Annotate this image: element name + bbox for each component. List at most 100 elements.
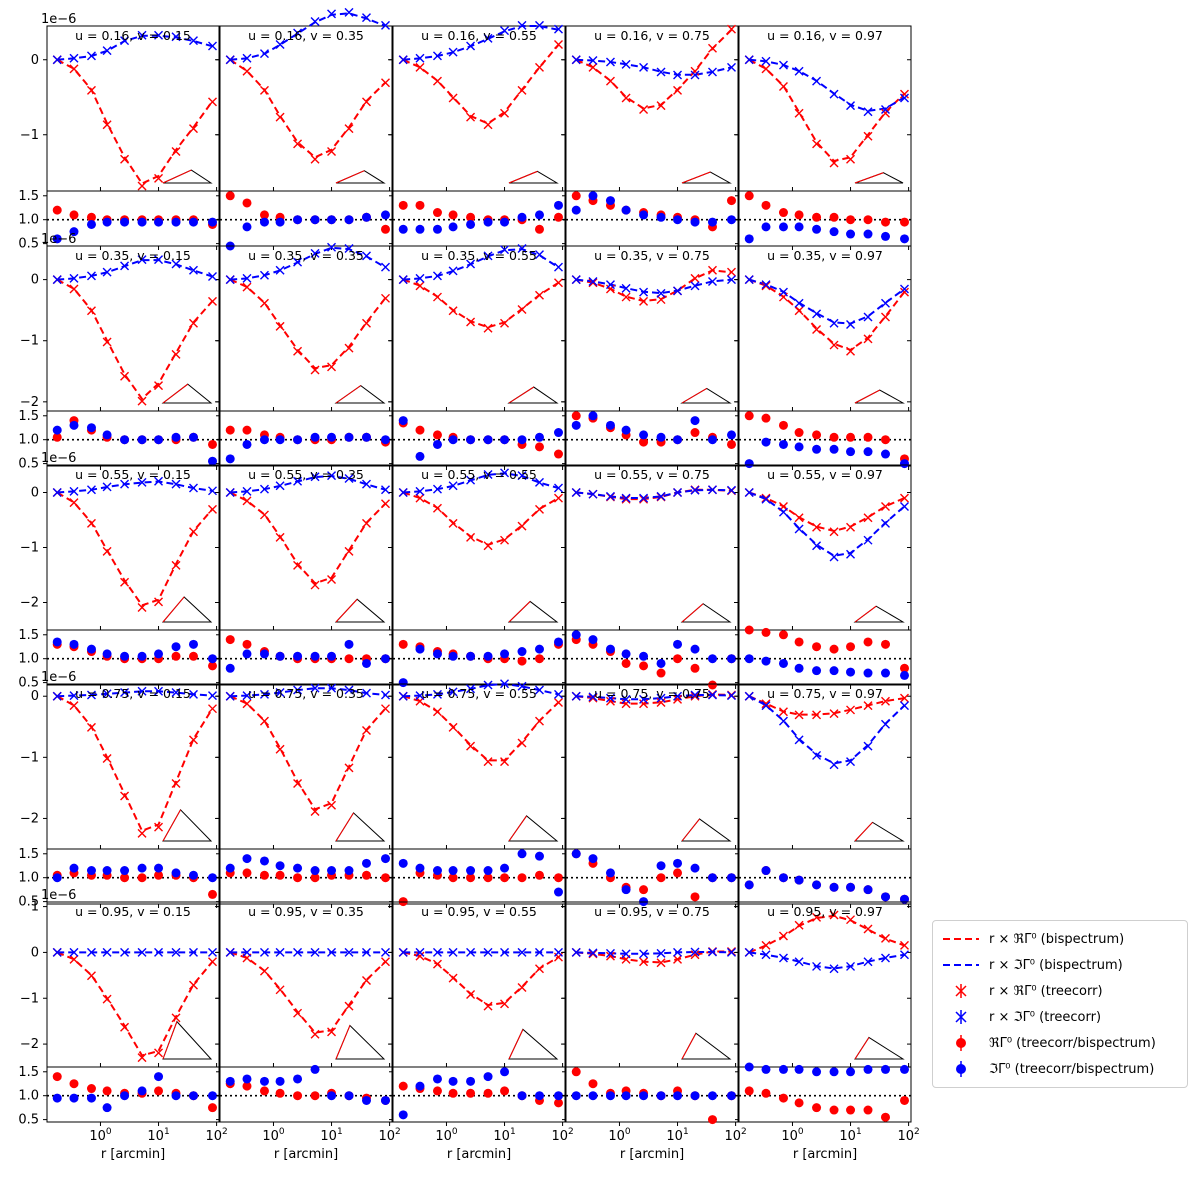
point-imag-treecorr	[588, 56, 598, 66]
point-real-treecorr	[588, 278, 598, 288]
point-real-ratio	[794, 637, 804, 647]
point-imag-ratio	[517, 647, 527, 657]
point-imag-ratio	[744, 459, 754, 469]
point-imag-ratio	[448, 651, 458, 661]
point-real-treecorr	[69, 498, 79, 508]
point-real-treecorr	[534, 504, 544, 514]
point-real-treecorr	[846, 522, 856, 532]
point-real-ratio	[812, 430, 822, 440]
panel-u0.16-v0.15: 0 −1 0.5 1.0 1.5 u = 0.16, v = 0.15	[18, 25, 220, 252]
series-real-bispectrum	[402, 491, 560, 546]
x-tick-label: 102	[724, 1127, 746, 1144]
point-imag-ratio	[483, 651, 493, 661]
legend-label: r × ℑΓ⁰ (treecorr)	[989, 1009, 1102, 1025]
point-real-treecorr	[102, 120, 112, 130]
legend-label: r × ℜΓ⁰ (treecorr)	[989, 983, 1103, 999]
point-imag-treecorr	[621, 283, 631, 293]
point-imag-treecorr	[102, 947, 112, 957]
point-imag-ratio	[571, 1091, 581, 1101]
main-axes-frame	[565, 683, 739, 850]
point-imag-ratio	[639, 430, 649, 440]
point-imag-treecorr	[86, 690, 96, 700]
point-real-ratio	[829, 432, 839, 442]
point-imag-ratio	[69, 420, 79, 430]
series-real-bispectrum	[402, 951, 560, 1007]
point-imag-treecorr	[327, 947, 337, 957]
point-imag-treecorr	[500, 245, 510, 255]
y-tick-label: −1	[20, 991, 39, 1006]
point-real-treecorr	[846, 346, 856, 356]
point-imag-treecorr	[154, 30, 164, 40]
point-imag-ratio	[415, 644, 425, 654]
series-imag-bispectrum	[748, 695, 906, 765]
point-imag-ratio	[588, 191, 598, 201]
point-real-treecorr	[500, 318, 510, 328]
point-real-ratio	[344, 654, 354, 664]
point-real-treecorr	[794, 108, 804, 118]
point-real-ratio	[483, 1088, 493, 1098]
point-imag-ratio	[605, 644, 615, 654]
point-imag-ratio	[380, 854, 390, 864]
triangle-glyph-edge	[681, 603, 704, 623]
point-real-ratio	[259, 1086, 269, 1096]
point-imag-ratio	[899, 1064, 909, 1074]
ratio-axes-frame	[565, 848, 739, 905]
point-imag-treecorr	[863, 741, 873, 751]
point-real-ratio	[69, 1079, 79, 1089]
point-real-treecorr	[727, 24, 736, 34]
point-real-ratio	[86, 1084, 96, 1094]
y-tick-label: −1	[20, 750, 39, 765]
point-imag-treecorr	[361, 13, 371, 23]
panel-title: u = 0.35, v = 0.15	[75, 248, 191, 263]
point-imag-ratio	[293, 215, 303, 225]
point-imag-treecorr	[829, 760, 839, 770]
point-imag-treecorr	[242, 486, 252, 496]
point-imag-treecorr	[293, 685, 303, 695]
point-real-ratio	[778, 208, 788, 218]
ratio-axes-frame	[565, 410, 739, 467]
legend-item-real-bispectrum: r × ℜΓ⁰ (bispectrum)	[941, 929, 1124, 949]
point-imag-ratio	[744, 1062, 754, 1072]
point-imag-treecorr	[344, 243, 354, 253]
point-imag-ratio	[778, 222, 788, 232]
point-imag-ratio	[69, 1093, 79, 1103]
triangle-glyph-edge	[681, 1032, 697, 1060]
panel-u0.55-v0.35: u = 0.55, v = 0.35	[216, 464, 393, 689]
point-real-treecorr	[344, 1001, 354, 1011]
point-imag-treecorr	[69, 486, 79, 496]
point-imag-treecorr	[534, 20, 544, 30]
point-real-treecorr	[344, 546, 354, 556]
point-real-treecorr	[361, 518, 371, 528]
ratio-y-tick-label: 1.5	[18, 1065, 39, 1080]
x-axis-label: r [arcmin]	[447, 1147, 511, 1162]
point-imag-treecorr	[588, 692, 598, 702]
point-real-ratio	[639, 437, 649, 447]
point-real-treecorr	[554, 39, 563, 49]
panel-u0.95-v0.55: 100 101 102 u = 0.95, v = 0.55 r [arcmin]	[389, 901, 574, 1162]
point-imag-ratio	[415, 1081, 425, 1091]
point-real-treecorr	[381, 957, 390, 967]
point-imag-ratio	[432, 649, 442, 659]
point-real-ratio	[500, 873, 510, 883]
panel-title: u = 0.55, v = 0.55	[421, 467, 537, 482]
point-real-treecorr	[120, 371, 130, 381]
point-imag-ratio	[361, 858, 371, 868]
point-real-treecorr	[415, 493, 425, 503]
point-imag-treecorr	[344, 7, 354, 17]
point-imag-treecorr	[225, 691, 235, 701]
point-imag-ratio	[621, 205, 631, 215]
series-imag-bispectrum	[57, 690, 213, 698]
panel-u0.55-v0.55: u = 0.55, v = 0.55	[389, 464, 566, 689]
point-imag-ratio	[52, 873, 62, 883]
panel-title: u = 0.95, v = 0.97	[767, 904, 883, 919]
series-imag-bispectrum	[749, 951, 905, 970]
point-imag-ratio	[275, 861, 285, 871]
point-imag-treecorr	[137, 686, 147, 696]
point-imag-ratio	[726, 654, 736, 664]
point-imag-treecorr	[707, 276, 717, 286]
point-real-treecorr	[829, 158, 839, 168]
point-real-ratio	[154, 1086, 164, 1096]
point-imag-treecorr	[690, 281, 700, 291]
point-imag-ratio	[778, 439, 788, 449]
point-real-treecorr	[846, 915, 856, 925]
